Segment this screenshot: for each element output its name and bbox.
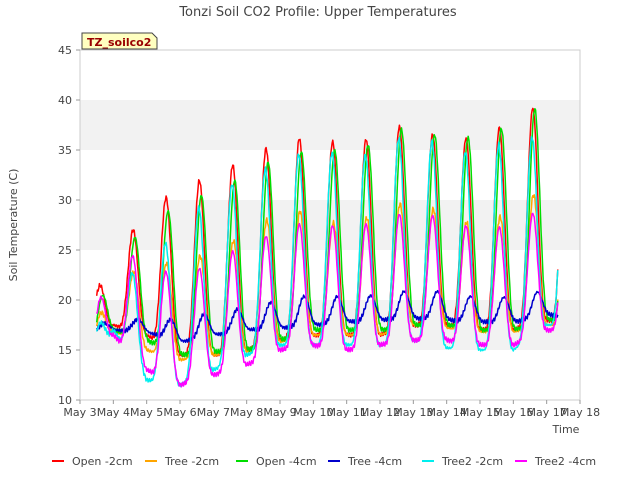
annotation-label: TZ_soilco2 xyxy=(87,36,151,49)
legend-label: Tree2 -4cm xyxy=(534,455,596,468)
y-tick-label: 20 xyxy=(58,294,72,307)
plot-frame xyxy=(79,49,581,401)
y-tick-label: 10 xyxy=(58,394,72,407)
legend-label: Open -2cm xyxy=(72,455,133,468)
series-lines xyxy=(95,107,559,388)
x-tick-label: May 13 xyxy=(393,406,433,419)
series-line-4 xyxy=(95,289,559,344)
y-axis-label: Soil Temperature (C) xyxy=(7,169,20,282)
x-tick-label: May 18 xyxy=(560,406,600,419)
x-tick-label: May 12 xyxy=(360,406,400,419)
x-tick-label: May 14 xyxy=(427,406,467,419)
chart-title: Tonzi Soil CO2 Profile: Upper Temperatur… xyxy=(178,5,457,20)
grid-band xyxy=(80,100,580,150)
x-tick-label: May 5 xyxy=(130,406,163,419)
grid-band xyxy=(80,300,580,350)
legend-label: Open -4cm xyxy=(256,455,317,468)
x-tick-label: May 16 xyxy=(493,406,533,419)
y-axis: 10 15 20 25 30 35 40 45 xyxy=(58,44,80,407)
grid-band xyxy=(80,350,580,400)
series-line-6 xyxy=(96,212,559,388)
x-tick-label: May 11 xyxy=(327,406,367,419)
legend-label: Tree2 -2cm xyxy=(441,455,503,468)
grid-band xyxy=(80,50,580,100)
y-tick-label: 45 xyxy=(58,44,72,57)
legend-label: Tree -4cm xyxy=(347,455,402,468)
x-tick-label: May 7 xyxy=(197,406,230,419)
x-tick-label: May 10 xyxy=(293,406,333,419)
annotation-box: TZ_soilco2 xyxy=(81,32,158,50)
x-tick-label: May 8 xyxy=(230,406,263,419)
x-tick-label: May 17 xyxy=(527,406,567,419)
x-tick-label: May 3 xyxy=(63,406,96,419)
y-tick-label: 25 xyxy=(58,244,72,257)
x-tick-label: May 15 xyxy=(460,406,500,419)
x-axis-label: Time xyxy=(552,423,580,436)
y-tick-label: 35 xyxy=(58,144,72,157)
y-tick-label: 30 xyxy=(58,194,72,207)
y-tick-label: 40 xyxy=(58,94,72,107)
x-tick-label: May 6 xyxy=(163,406,196,419)
y-tick-label: 15 xyxy=(58,344,72,357)
legend-label: Tree -2cm xyxy=(164,455,219,468)
legend: Open -2cm Tree -2cm Open -4cm Tree -4cm Tree… xyxy=(52,455,596,468)
x-tick-label: May 4 xyxy=(97,406,130,419)
x-tick-label: May 9 xyxy=(263,406,296,419)
